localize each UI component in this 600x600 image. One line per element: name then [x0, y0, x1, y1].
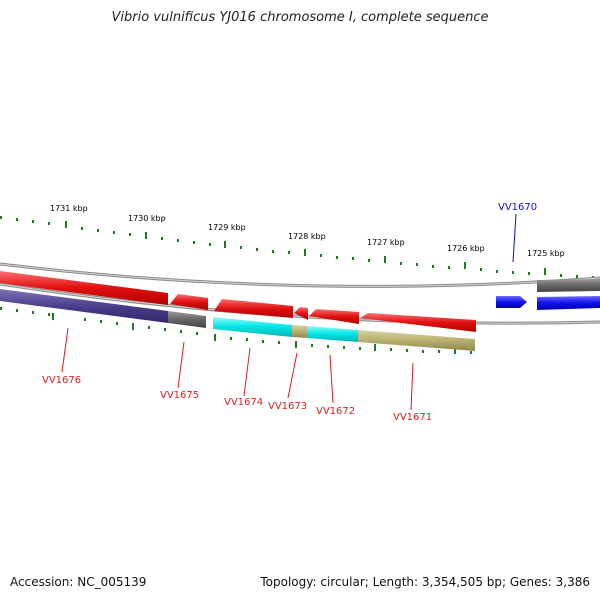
gene-labels: VV1676 VV1675 VV1674 VV1673 VV1672 VV167…	[42, 202, 537, 423]
map-title: Vibrio vulnificus YJ016 chromosome I, co…	[111, 10, 489, 25]
gene-arrow-vv1670[interactable]	[496, 296, 527, 308]
gene-callouts	[61, 213, 517, 411]
lower-ruler	[0, 307, 472, 354]
gene-arrow-vv1671[interactable]	[360, 313, 476, 332]
kbp-label: 1726 kbp	[447, 244, 485, 253]
gene-arrow-vv1675[interactable]	[170, 294, 208, 310]
category-bar	[358, 330, 475, 351]
kbp-label: 1730 kbp	[128, 214, 166, 223]
category-bar	[537, 279, 600, 292]
kbp-label: 1729 kbp	[208, 223, 246, 232]
accession-text: Accession: NC_005139	[10, 575, 147, 589]
category-track	[0, 279, 600, 351]
kbp-labels: 1731 kbp 1730 kbp 1729 kbp 1728 kbp 1727…	[50, 204, 565, 258]
gene-label-vv1673[interactable]: VV1673	[268, 401, 307, 412]
category-bar	[0, 289, 168, 323]
gene-arrow-vv1672[interactable]	[309, 309, 359, 324]
gene-label-vv1674[interactable]: VV1674	[224, 397, 263, 408]
topology-text: Topology: circular; Length: 3,354,505 bp…	[260, 575, 590, 589]
gene-arrow[interactable]	[537, 296, 600, 310]
sequence-backbone	[0, 262, 600, 325]
gene-label-vv1671[interactable]: VV1671	[393, 412, 432, 423]
kbp-label: 1731 kbp	[50, 204, 88, 213]
gene-label-vv1675[interactable]: VV1675	[160, 390, 199, 401]
gene-label-vv1670[interactable]: VV1670	[498, 202, 537, 213]
gene-arrow-vv1674[interactable]	[214, 299, 293, 318]
category-bar	[213, 317, 292, 337]
category-bar	[307, 326, 358, 342]
gene-label-vv1676[interactable]: VV1676	[42, 375, 81, 386]
category-bar	[292, 325, 307, 338]
gene-arrow-vv1673[interactable]	[294, 307, 308, 320]
kbp-label: 1725 kbp	[527, 249, 565, 258]
upper-ruler	[0, 216, 594, 279]
category-bar	[168, 311, 206, 328]
gene-label-vv1672[interactable]: VV1672	[316, 406, 355, 417]
kbp-label: 1728 kbp	[288, 232, 326, 241]
gene-track	[0, 271, 600, 332]
gene-arrow-vv1676[interactable]	[0, 271, 168, 305]
kbp-label: 1727 kbp	[367, 238, 405, 247]
